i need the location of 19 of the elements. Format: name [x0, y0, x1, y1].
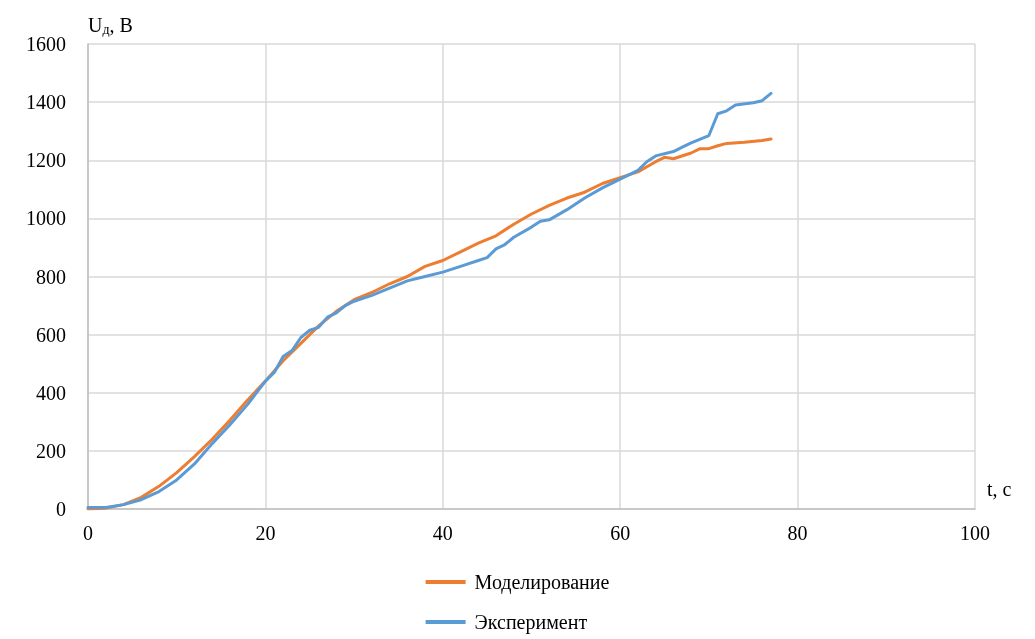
y-tick-label: 1200	[26, 149, 66, 172]
x-tick-label: 40	[432, 522, 453, 544]
y-tick-label: 800	[36, 265, 66, 288]
y-tick-label: 1400	[26, 91, 66, 114]
x-tick-label: 100	[960, 522, 990, 544]
y-tick-label: 200	[36, 439, 66, 462]
y-tick-label: 1600	[26, 33, 66, 55]
legend-label: Эксперимент	[474, 611, 588, 634]
y-tick-label: 400	[36, 381, 66, 404]
y-tick-label: 1000	[26, 207, 66, 230]
y-axis-title: Uд, В	[88, 14, 133, 37]
x-axis-title: t, с	[987, 478, 1012, 500]
y-tick-label: 600	[36, 323, 66, 346]
y-tick-label: 0	[56, 498, 66, 520]
x-tick-label: 20	[255, 522, 276, 544]
x-tick-label: 60	[610, 522, 631, 544]
x-tick-label: 80	[787, 522, 808, 544]
legend-label: Моделирование	[474, 571, 610, 594]
x-tick-label: 0	[83, 522, 93, 544]
